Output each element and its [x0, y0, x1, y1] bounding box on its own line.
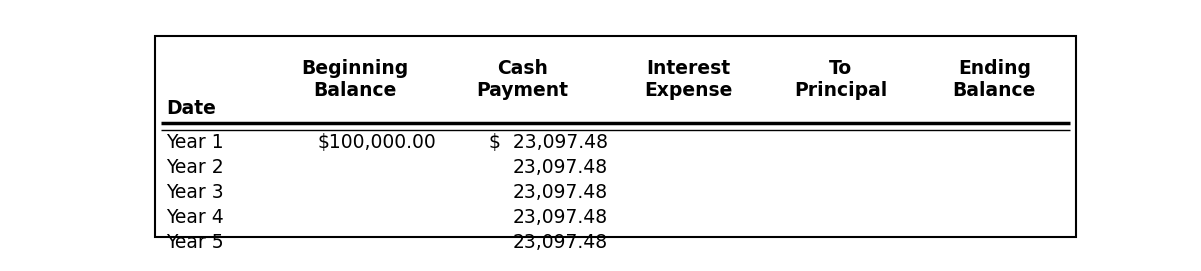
- Text: To
Principal: To Principal: [794, 59, 888, 100]
- Text: Year 2: Year 2: [166, 158, 223, 177]
- Text: Year 5: Year 5: [166, 233, 223, 252]
- Text: 23,097.48: 23,097.48: [513, 233, 608, 252]
- Text: Year 3: Year 3: [166, 183, 223, 202]
- Text: Beginning
Balance: Beginning Balance: [301, 59, 408, 100]
- Text: $  23,097.48: $ 23,097.48: [489, 133, 608, 151]
- Text: 23,097.48: 23,097.48: [513, 158, 608, 177]
- Text: Year 1: Year 1: [166, 133, 223, 151]
- Text: Ending
Balance: Ending Balance: [952, 59, 1036, 100]
- Text: 23,097.48: 23,097.48: [513, 183, 608, 202]
- Text: $100,000.00: $100,000.00: [317, 133, 436, 151]
- Text: Interest
Expense: Interest Expense: [644, 59, 733, 100]
- Text: Date: Date: [166, 99, 216, 118]
- Text: Cash
Payment: Cash Payment: [477, 59, 568, 100]
- Text: 23,097.48: 23,097.48: [513, 208, 608, 227]
- Text: Year 4: Year 4: [166, 208, 223, 227]
